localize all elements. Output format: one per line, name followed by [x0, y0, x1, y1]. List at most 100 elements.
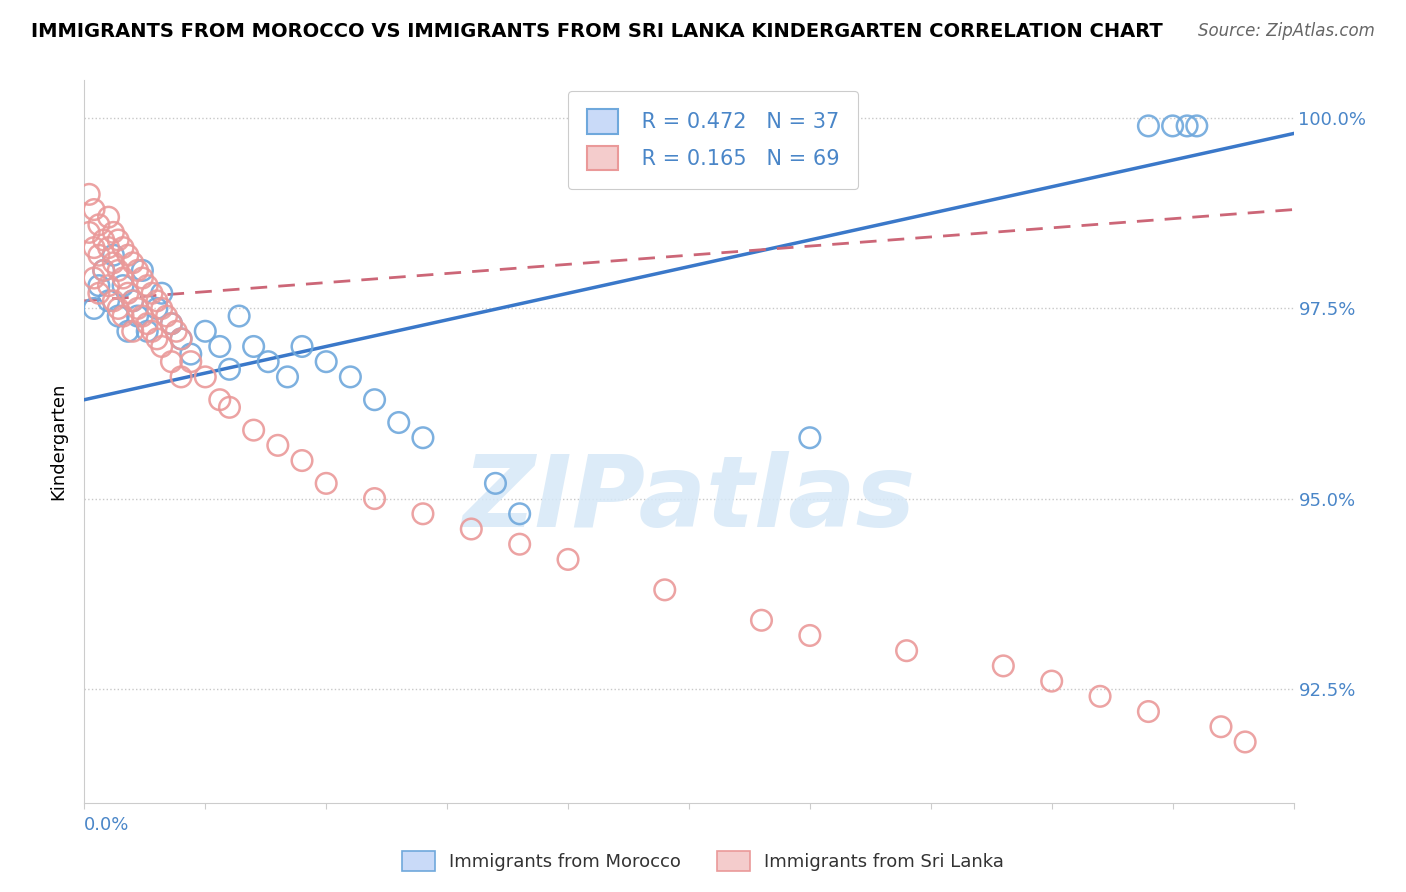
Point [257, 354, 280, 368]
Point [97, 278, 120, 293]
Point [107, 309, 129, 323]
Point [509, 537, 531, 551]
Text: Source: ZipAtlas.com: Source: ZipAtlas.com [1198, 22, 1375, 40]
Point [117, 324, 139, 338]
Point [131, 263, 153, 277]
Point [291, 339, 314, 353]
Point [117, 286, 139, 301]
Point [93, 233, 115, 247]
Point [146, 301, 169, 316]
Point [1209, 720, 1232, 734]
Text: IMMIGRANTS FROM MOROCCO VS IMMIGRANTS FROM SRI LANKA KINDERGARTEN CORRELATION CH: IMMIGRANTS FROM MOROCCO VS IMMIGRANTS FR… [31, 22, 1163, 41]
Point [83, 271, 105, 285]
Legend: Immigrants from Morocco, Immigrants from Sri Lanka: Immigrants from Morocco, Immigrants from… [395, 844, 1011, 879]
Point [127, 301, 149, 316]
Point [77, 226, 100, 240]
Point [93, 263, 115, 277]
Point [103, 256, 125, 270]
Point [150, 339, 173, 353]
Point [160, 354, 183, 368]
Point [160, 317, 183, 331]
Point [1137, 119, 1160, 133]
Point [150, 301, 173, 316]
Point [1040, 674, 1063, 689]
Point [103, 226, 125, 240]
Point [87, 286, 110, 301]
Point [97, 293, 120, 308]
Legend:  R = 0.472   N = 37,  R = 0.165   N = 69: R = 0.472 N = 37, R = 0.165 N = 69 [568, 91, 858, 189]
Point [136, 278, 159, 293]
Point [87, 278, 110, 293]
Point [117, 248, 139, 262]
Point [83, 301, 105, 316]
Point [136, 324, 159, 338]
Y-axis label: Kindergarten: Kindergarten [49, 383, 67, 500]
Point [363, 491, 385, 506]
Point [103, 248, 125, 262]
Text: 0.0%: 0.0% [84, 816, 129, 834]
Point [165, 324, 187, 338]
Point [1161, 119, 1184, 133]
Point [170, 332, 193, 346]
Point [315, 354, 337, 368]
Point [131, 309, 153, 323]
Point [208, 339, 231, 353]
Point [896, 643, 918, 657]
Point [242, 423, 264, 437]
Point [276, 370, 298, 384]
Point [228, 309, 250, 323]
Point [242, 339, 264, 353]
Point [136, 317, 159, 331]
Point [127, 263, 149, 277]
Point [77, 187, 100, 202]
Point [218, 401, 240, 415]
Point [121, 293, 143, 308]
Point [170, 332, 193, 346]
Point [121, 256, 143, 270]
Point [160, 317, 183, 331]
Point [291, 453, 314, 467]
Point [107, 301, 129, 316]
Point [127, 309, 149, 323]
Point [218, 362, 240, 376]
Text: ZIPatlas: ZIPatlas [463, 450, 915, 548]
Point [146, 293, 169, 308]
Point [155, 309, 177, 323]
Point [93, 263, 115, 277]
Point [1088, 690, 1111, 704]
Point [208, 392, 231, 407]
Point [170, 370, 193, 384]
Point [150, 286, 173, 301]
Point [993, 659, 1015, 673]
Point [509, 507, 531, 521]
Point [112, 278, 135, 293]
Point [103, 293, 125, 308]
Point [1234, 735, 1257, 749]
Point [83, 241, 105, 255]
Point [121, 293, 143, 308]
Point [141, 286, 163, 301]
Point [180, 347, 202, 361]
Point [112, 309, 135, 323]
Point [83, 202, 105, 217]
Point [107, 233, 129, 247]
Point [87, 248, 110, 262]
Point [112, 271, 135, 285]
Point [484, 476, 506, 491]
Point [112, 241, 135, 255]
Point [412, 431, 434, 445]
Point [1185, 119, 1208, 133]
Point [412, 507, 434, 521]
Point [654, 582, 676, 597]
Point [388, 416, 411, 430]
Point [267, 438, 290, 452]
Point [751, 613, 773, 627]
Point [194, 324, 217, 338]
Point [107, 263, 129, 277]
Point [339, 370, 361, 384]
Point [363, 392, 385, 407]
Point [315, 476, 337, 491]
Point [1137, 705, 1160, 719]
Point [87, 218, 110, 232]
Point [146, 332, 169, 346]
